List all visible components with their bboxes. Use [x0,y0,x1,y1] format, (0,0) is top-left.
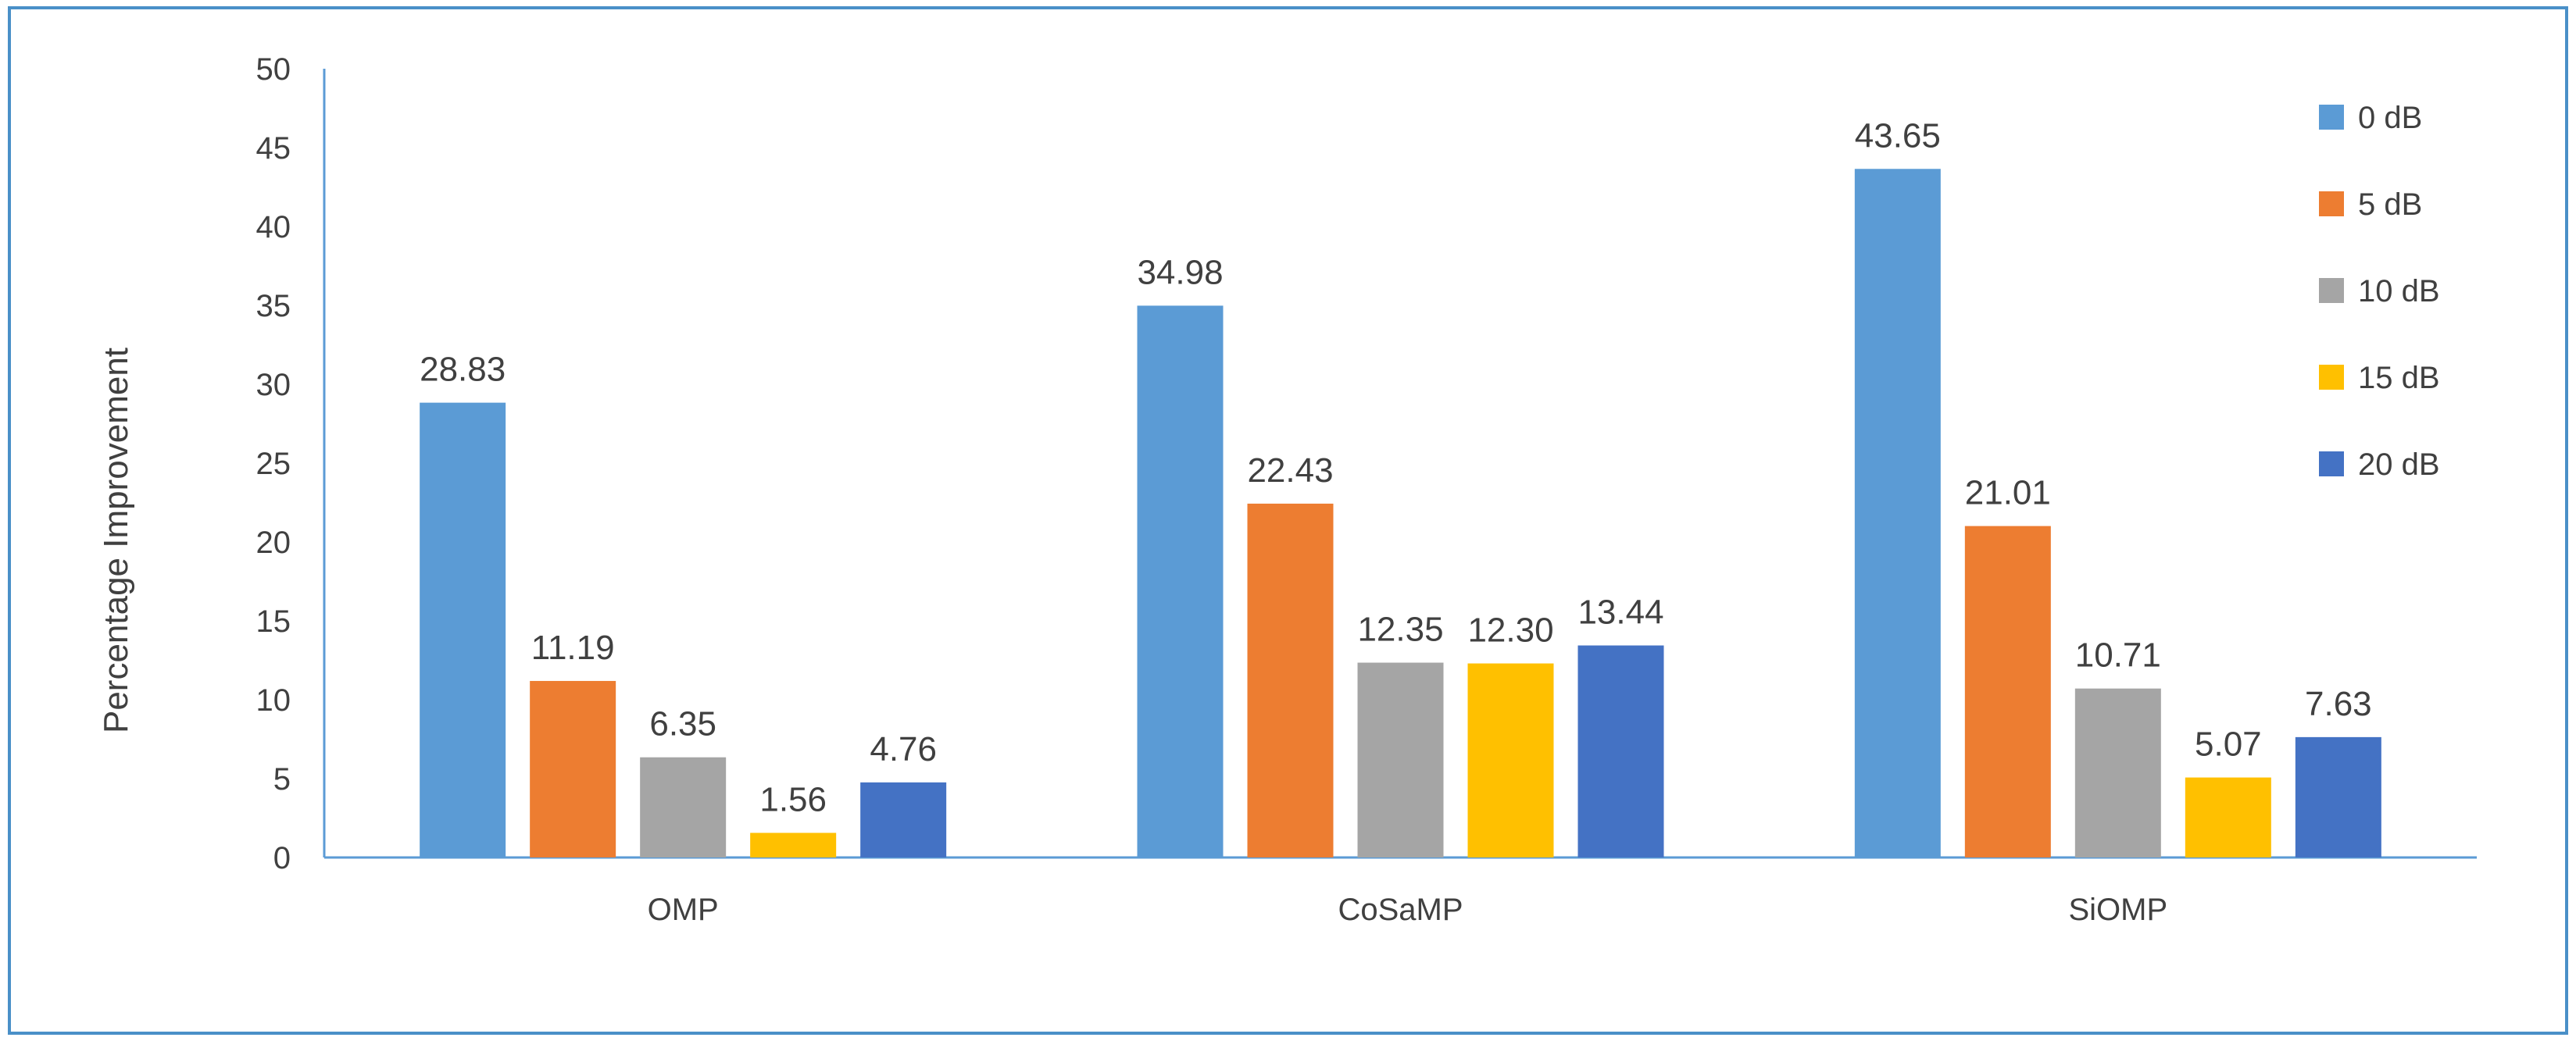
y-tick-label: 30 [256,368,291,402]
legend-label: 20 dB [2358,447,2440,482]
bar-omp-20db [860,782,947,857]
bar-siomp-20db [2295,736,2381,857]
legend: 0 dB 5 dB 10 dB 15 dB 20 dB [2319,101,2440,482]
y-tick-label: 0 [273,841,291,875]
y-axis-title: Percentage Improvement [97,348,135,733]
legend-swatch [2319,191,2344,216]
data-label: 4.76 [870,730,937,768]
legend-swatch [2319,451,2344,476]
bar-omp-15db [750,832,837,857]
bar-omp-0db [420,402,506,857]
bar-siomp-15db [2185,777,2271,857]
bar-cosamp-15db [1467,663,1554,857]
y-tick-label: 10 [256,683,291,718]
y-tick-label: 40 [256,210,291,244]
bar-siomp-0db [1854,169,1941,857]
category-label: OMP [648,893,719,927]
bars [420,169,2381,857]
data-labels: 28.83 11.19 6.35 1.56 4.76 34.98 22.43 12.35 12.… [420,116,2372,818]
category-label: SiOMP [2068,893,2167,927]
y-tick-label: 50 [256,52,291,87]
data-label: 13.44 [1577,594,1663,632]
data-label: 1.56 [759,780,827,818]
data-label: 22.43 [1247,451,1333,490]
data-label: 12.30 [1467,611,1553,650]
y-tick-label: 35 [256,289,291,323]
legend-label: 15 dB [2358,361,2440,395]
x-axis: OMP CoSaMP SiOMP [324,856,2477,927]
y-tick-label: 45 [256,131,291,166]
legend-swatch [2319,105,2344,130]
data-label: 34.98 [1137,253,1223,291]
legend-label: 0 dB [2358,101,2422,135]
data-label: 5.07 [2195,725,2262,764]
bar-siomp-5db [1964,526,2051,857]
legend-label: 10 dB [2358,274,2440,308]
legend-swatch [2319,278,2344,303]
category-label: CoSaMP [1338,893,1463,927]
legend-label: 5 dB [2358,187,2422,222]
legend-swatch [2319,365,2344,390]
bar-cosamp-10db [1357,662,1444,857]
y-tick-label: 20 [256,526,291,560]
bar-cosamp-20db [1577,645,1664,857]
bar-omp-10db [640,757,727,857]
data-label: 10.71 [2075,636,2161,675]
data-label: 11.19 [531,629,615,667]
bar-cosamp-0db [1137,305,1224,857]
data-label: 21.01 [1965,474,2051,512]
bar-omp-5db [530,680,616,857]
data-label: 43.65 [1855,116,1941,155]
y-tick-label: 25 [256,447,291,481]
bar-siomp-10db [2074,688,2161,857]
y-axis: 0 5 10 15 20 25 30 35 40 45 50 [256,52,326,875]
data-label: 7.63 [2305,685,2372,723]
y-tick-label: 15 [256,604,291,639]
data-label: 6.35 [649,705,716,743]
data-label: 28.83 [420,351,506,389]
y-tick-label: 5 [273,762,291,797]
data-label: 12.35 [1357,611,1443,649]
bar-cosamp-5db [1247,503,1334,857]
